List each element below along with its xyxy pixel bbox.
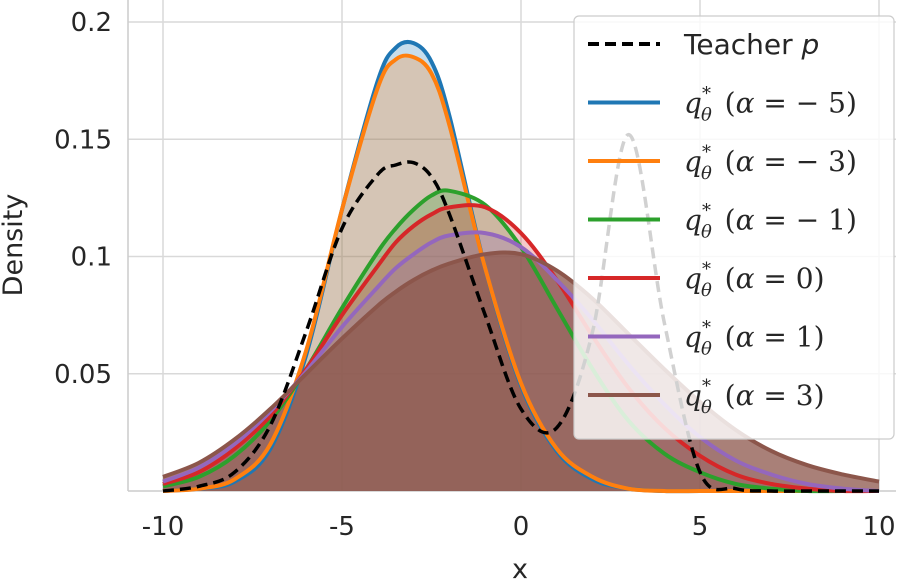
legend-label-4: q* θ (α = 0) [684, 259, 825, 301]
x-tick-label-3: 5 [692, 512, 709, 542]
x-tick-label-0: -10 [142, 512, 184, 542]
legend-label-2: q* θ (α = − 3) [684, 142, 857, 184]
y-tick-label-2: 0.15 [54, 125, 112, 155]
axis-ticks: -10 -5 0 5 10 0.05 0.1 0.15 0.2 [54, 8, 895, 542]
x-axis-label: x [512, 554, 528, 584]
legend-box [573, 15, 895, 440]
legend-label-3: q* θ (α = − 1) [684, 201, 857, 243]
x-tick-label-4: 10 [862, 512, 895, 542]
y-tick-label-0: 0.05 [54, 360, 112, 390]
legend-label-5: q* θ (α = 1) [684, 318, 825, 360]
legend-label-6: q* θ (α = 3) [684, 376, 825, 418]
x-tick-label-1: -5 [329, 512, 355, 542]
legend: Teacher p q* θ (α = − 5) q* θ (α = − 3) q* θ (… [573, 15, 895, 440]
legend-label-0: Teacher p [683, 28, 819, 61]
y-tick-label-3: 0.2 [71, 8, 112, 38]
legend-label-1: q* θ (α = − 5) [684, 84, 857, 126]
teacher-line [162, 132, 879, 493]
y-axis-label: Density [0, 194, 29, 297]
y-tick-label-1: 0.1 [71, 243, 112, 273]
x-tick-label-2: 0 [513, 512, 530, 542]
